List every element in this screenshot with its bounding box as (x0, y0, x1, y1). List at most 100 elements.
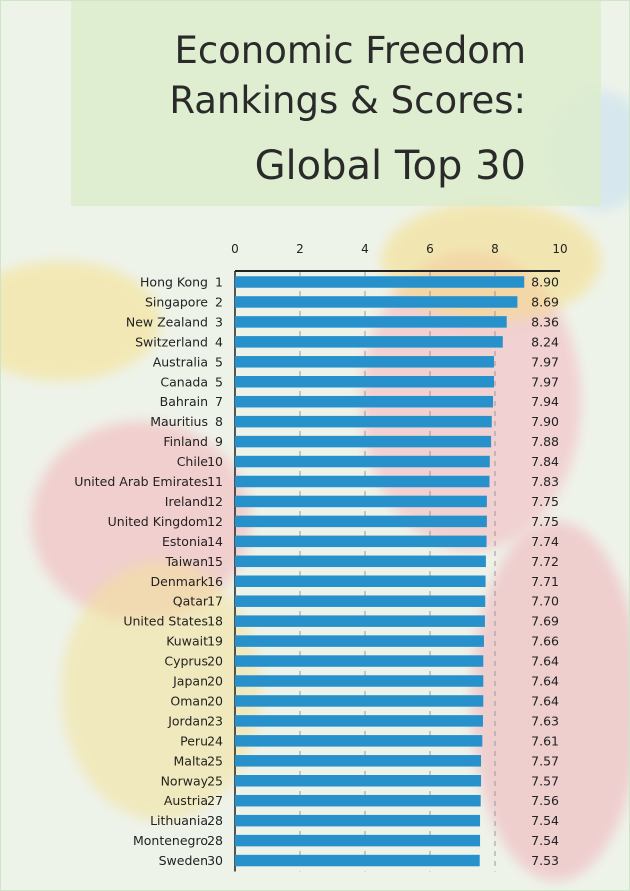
category-label: Canada (160, 374, 208, 389)
rank-label: 28 (207, 813, 223, 828)
category-label: Norway (161, 773, 209, 788)
category-label: Ireland (165, 494, 208, 509)
x-tick-label: 10 (552, 242, 567, 256)
value-label: 7.75 (531, 494, 559, 509)
value-label: 7.71 (531, 574, 559, 589)
rank-label: 1 (215, 275, 223, 290)
value-label: 7.97 (531, 374, 559, 389)
value-label: 7.75 (531, 514, 559, 529)
bar (235, 575, 486, 587)
rank-label: 27 (207, 793, 223, 808)
bar (235, 455, 490, 468)
value-label: 8.90 (531, 275, 559, 290)
rank-label: 23 (207, 713, 223, 728)
category-label: Lithuania (150, 813, 208, 828)
value-label: 7.61 (531, 733, 559, 748)
category-label: Mauritius (150, 414, 208, 429)
rank-label: 4 (215, 334, 223, 349)
rank-label: 7 (215, 394, 223, 409)
map-background (471, 521, 629, 881)
bar (235, 555, 486, 568)
rank-label: 20 (207, 654, 223, 669)
title-line-1: Economic Freedom (174, 29, 526, 72)
bar (235, 814, 481, 827)
category-label: Estonia (162, 534, 208, 549)
category-label: Oman (170, 693, 208, 708)
title-panel: Economic Freedom Rankings & Scores: Glob… (71, 1, 601, 206)
category-label: Bahrain (160, 394, 208, 409)
bar (235, 854, 480, 867)
bar (235, 475, 490, 488)
bar (235, 834, 481, 847)
bar (235, 615, 485, 627)
rank-label: 25 (207, 773, 223, 788)
title-line-2: Rankings & Scores: (169, 79, 526, 122)
category-label: Taiwan (164, 554, 208, 569)
bar (235, 635, 484, 647)
category-label: Jordan (167, 713, 208, 728)
category-label: Singapore (145, 294, 208, 309)
value-label: 7.64 (531, 674, 559, 689)
category-label: Chile (177, 454, 209, 469)
bar (235, 755, 482, 767)
value-label: 7.84 (531, 454, 559, 469)
bar (235, 535, 487, 548)
value-label: 7.83 (531, 474, 559, 489)
category-label: Switzerland (135, 334, 208, 349)
rank-label: 8 (215, 414, 223, 429)
value-label: 7.54 (531, 813, 559, 828)
category-label: Finland (163, 434, 208, 449)
category-label: United Kingdom (108, 514, 208, 529)
rank-label: 12 (207, 494, 223, 509)
bar (235, 715, 483, 727)
category-label: Malta (174, 753, 208, 768)
x-tick-label: 6 (426, 242, 434, 256)
rank-label: 11 (207, 474, 223, 489)
bar (235, 775, 482, 787)
category-label: Cyprus (164, 654, 208, 669)
value-label: 7.63 (531, 713, 559, 728)
bar (235, 655, 484, 667)
rank-label: 20 (207, 674, 223, 689)
rank-label: 18 (207, 614, 223, 629)
value-label: 7.97 (531, 354, 559, 369)
rank-label: 10 (207, 454, 223, 469)
value-label: 8.69 (531, 294, 559, 309)
value-label: 8.36 (531, 314, 559, 329)
rank-label: 30 (207, 853, 223, 868)
bar (235, 675, 484, 687)
rank-label: 20 (207, 693, 223, 708)
category-label: Austria (164, 793, 208, 808)
rank-label: 25 (207, 753, 223, 768)
bar (235, 316, 507, 328)
rank-label: 16 (207, 574, 223, 589)
title-line-3: Global Top 30 (254, 143, 526, 189)
bar (235, 495, 487, 508)
value-label: 8.24 (531, 334, 559, 349)
rank-label: 2 (215, 294, 223, 309)
category-label: Hong Kong (140, 275, 208, 290)
map-background (1, 261, 161, 381)
value-label: 7.54 (531, 833, 559, 848)
value-label: 7.57 (531, 753, 559, 768)
bar (235, 336, 503, 348)
category-label: Denmark (151, 574, 209, 589)
rank-label: 5 (215, 354, 223, 369)
bar (235, 595, 486, 607)
x-tick-label: 0 (231, 242, 239, 256)
rank-label: 17 (207, 594, 223, 609)
rank-label: 28 (207, 833, 223, 848)
value-label: 7.94 (531, 394, 559, 409)
value-label: 7.88 (531, 434, 559, 449)
category-label: United States (123, 614, 208, 629)
bar (235, 435, 492, 448)
rank-label: 3 (215, 314, 223, 329)
category-label: Qatar (173, 594, 209, 609)
bar (235, 415, 492, 428)
category-label: Japan (172, 674, 208, 689)
rank-label: 12 (207, 514, 223, 529)
rank-label: 24 (207, 733, 223, 748)
value-label: 7.69 (531, 614, 559, 629)
bar (235, 356, 495, 368)
